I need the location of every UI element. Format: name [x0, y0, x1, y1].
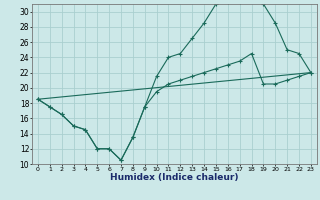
X-axis label: Humidex (Indice chaleur): Humidex (Indice chaleur) — [110, 173, 239, 182]
